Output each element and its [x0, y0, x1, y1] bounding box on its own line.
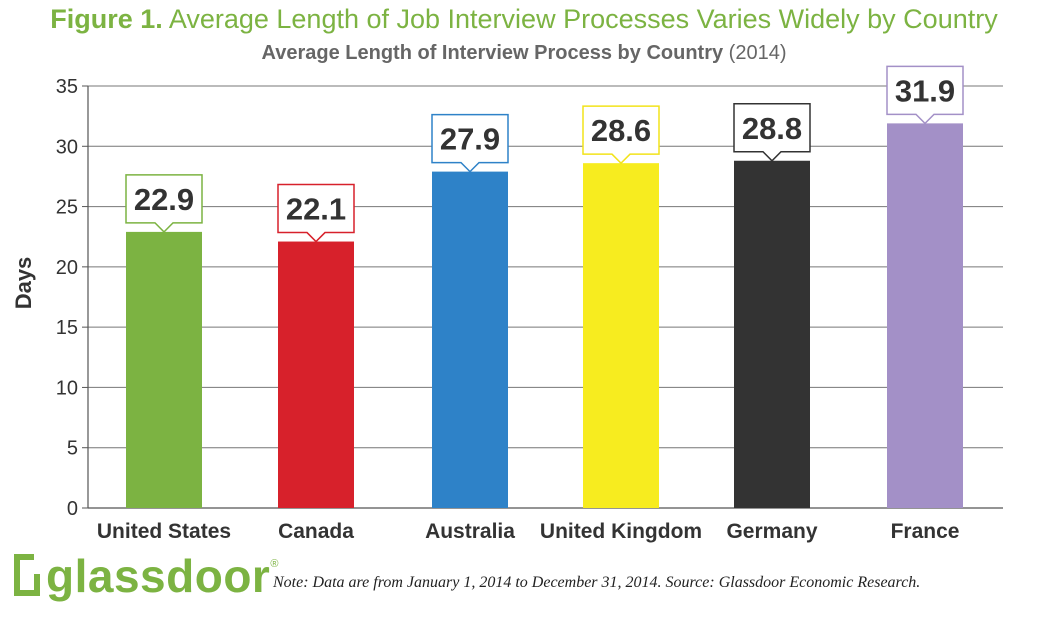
x-tick-label: Germany	[726, 520, 817, 543]
x-tick-label: Australia	[425, 520, 515, 543]
y-tick-label: 10	[56, 377, 78, 399]
value-callout-box	[582, 105, 660, 165]
value-label: 27.9	[440, 122, 500, 157]
x-tick-labels: United States Canada Australia United Kingd…	[97, 520, 960, 543]
y-tick-labels: 0 5 10 15 20 25 30 35	[56, 76, 78, 520]
value-callout-box	[431, 113, 509, 173]
bar-australia	[432, 171, 508, 508]
chart-title-year: (2014)	[728, 42, 787, 64]
figure-title-text: Average Length of Job Interview Processe…	[168, 4, 998, 34]
value-label: 31.9	[895, 73, 955, 108]
value-callout-box	[886, 65, 964, 125]
chart-title: Average Length of Interview Process by C…	[0, 42, 1048, 65]
source-note: Note: Data are from January 1, 2014 to D…	[273, 574, 921, 591]
value-label: 28.6	[591, 113, 651, 148]
value-label: 22.1	[286, 192, 346, 227]
y-tick-label: 25	[56, 197, 78, 219]
bars	[126, 123, 963, 509]
bar-canada	[278, 241, 354, 508]
registered-mark: ®	[270, 558, 279, 570]
y-tick-label: 15	[56, 317, 78, 339]
y-tick-label: 30	[56, 136, 78, 158]
figure-label: Figure 1.	[50, 4, 163, 34]
bar-united-states	[126, 231, 202, 509]
axes	[82, 85, 1003, 509]
y-axis-label: Days	[11, 257, 36, 310]
x-tick-label: United States	[97, 520, 231, 543]
glassdoor-wordmark: glassdoor	[46, 550, 271, 602]
y-tick-label: 5	[67, 438, 78, 460]
figure-title: Figure 1. Average Length of Job Intervie…	[0, 4, 1048, 35]
gridlines	[88, 85, 1003, 449]
chart-title-main: Average Length of Interview Process by C…	[261, 42, 724, 64]
value-callout-box	[733, 103, 811, 162]
x-tick-label: France	[891, 520, 960, 543]
x-tick-label: Canada	[278, 520, 354, 543]
glassdoor-mark-icon	[14, 554, 40, 596]
x-tick-label: United Kingdom	[540, 520, 702, 543]
value-label: 22.9	[134, 182, 194, 217]
value-callout-box	[277, 183, 355, 243]
y-tick-label: 0	[67, 498, 78, 520]
y-tick-label: 20	[56, 257, 78, 279]
y-tick-label: 35	[56, 76, 78, 98]
bar-united-kingdom	[583, 163, 659, 508]
value-label: 28.8	[742, 111, 802, 146]
bar-france	[887, 123, 963, 509]
bar-germany	[734, 160, 810, 509]
glassdoor-logo: glassdoor ®	[8, 548, 278, 604]
value-callout-box	[125, 174, 203, 233]
value-callouts: 22.9 22.1 27.9 28.6 28.8 31.9	[125, 65, 964, 243]
